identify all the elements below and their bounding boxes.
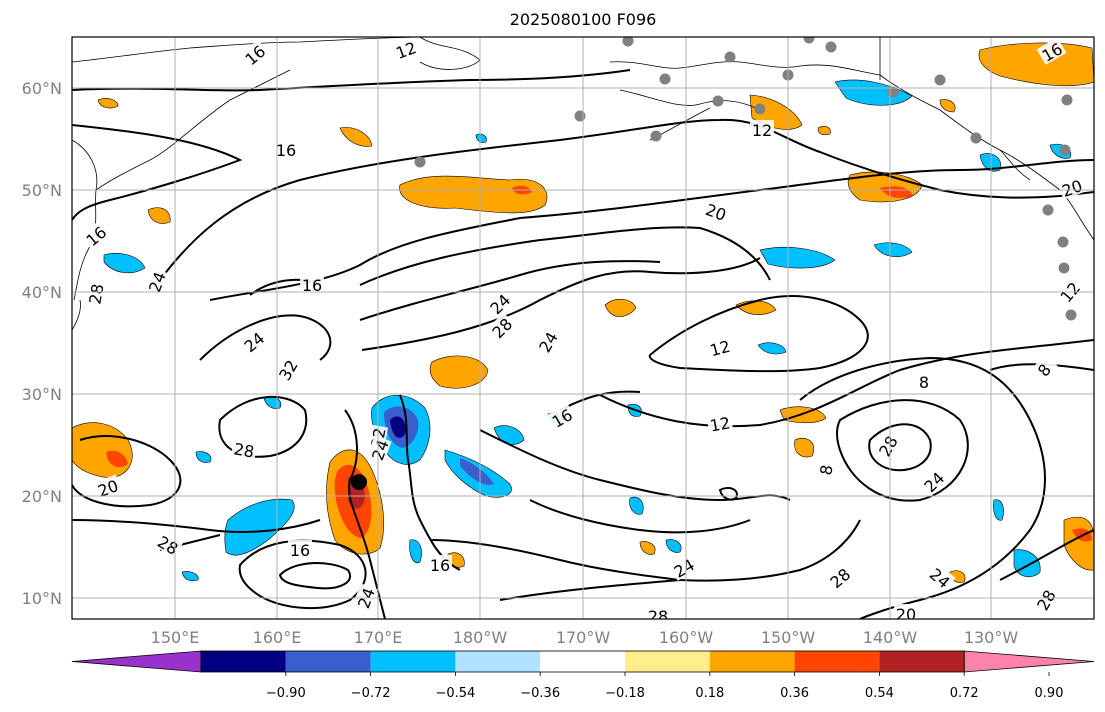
colorbar-segment [709,651,795,672]
lat-label: 30°N [22,385,62,404]
colorbar-tick-label: −0.18 [605,686,645,701]
station-marker [650,130,662,142]
station-marker [724,51,736,63]
colorbar-tick-label: −0.36 [520,686,560,701]
map-title: 2025080100 F096 [510,10,657,29]
contour-label: 28 [230,438,258,462]
colorbar: −0.90 −0.72 −0.54 −0.36 −0.18 0.18 0.36 0.54 0.7… [71,650,1095,701]
colorbar-segment [201,651,286,672]
contour-label: 20 [894,604,918,624]
colorbar-segment [455,651,541,672]
station-marker [1057,236,1069,248]
colorbar-segment [285,651,371,672]
station-marker [414,156,426,168]
svg-text:28: 28 [648,607,668,626]
contours [72,69,1094,619]
svg-text:28: 28 [85,282,107,305]
contour-label: 16 [300,275,324,295]
colorbar-tick-label: 0.36 [780,686,809,701]
lon-label: 160°W [659,628,714,647]
colorbar-segment [370,651,456,672]
storm-center-marker [351,474,367,490]
svg-text:12: 12 [708,337,733,361]
colorbar-segment [879,651,965,672]
contour-label: 16 [428,555,452,575]
svg-text:12: 12 [752,121,772,140]
colorbar-tick-label: −0.72 [351,686,391,701]
lon-label: 140°W [863,628,918,647]
station-marker [574,110,586,122]
svg-text:12: 12 [708,413,731,435]
contour-label: 12 [750,120,774,140]
lon-label: 180°W [453,628,508,647]
colorbar-segment [625,651,710,672]
contour-label: 28 [646,606,670,626]
station-marker [825,41,837,53]
contour-label: 20 [1057,174,1087,201]
colorbar-tick-label: 0.18 [695,686,724,701]
station-marker [934,74,946,86]
svg-text:28: 28 [232,439,255,461]
contour-label: 16 [288,540,312,560]
svg-text:8: 8 [919,373,929,392]
contour-label: 12 [706,412,734,436]
lon-label: 150°W [761,628,816,647]
station-marker [970,132,982,144]
colorbar-tick-label: −0.90 [266,686,306,701]
station-marker [1059,144,1071,156]
lon-label: 130°W [964,628,1019,647]
svg-text:16: 16 [276,141,296,160]
lon-label: 170°E [354,628,403,647]
svg-text:16: 16 [430,556,450,575]
colorbar-extend-high [963,650,1095,673]
lat-label: 10°N [22,589,62,608]
contour-label: 8 [814,456,837,484]
colorbar-extend-low [71,650,202,673]
svg-text:16: 16 [290,541,310,560]
lat-label: 20°N [22,487,62,506]
svg-text:20: 20 [896,605,916,624]
svg-text:16: 16 [302,276,322,295]
lat-label: 50°N [22,181,62,200]
lon-label: 170°W [556,628,611,647]
longitude-labels: 150°E 160°E 170°E 180°W 170°W 160°W 150°W 140°W… [151,628,1019,647]
contour-label: 20 [93,474,123,501]
contour-label: 12 [705,335,734,361]
station-marker [712,95,724,107]
station-marker [754,103,766,115]
lat-label: 60°N [22,79,62,98]
contour-label: 28 [84,280,108,308]
colorbar-tick-label: 0.90 [1035,686,1064,701]
svg-text:8: 8 [816,463,836,476]
contour-label: 8 [912,372,936,392]
map-frame [71,36,1095,620]
station-marker [1058,262,1070,274]
colorbar-tick-label: −0.54 [435,686,475,701]
latitude-labels: 60°N 50°N 40°N 30°N 20°N 10°N [22,79,62,608]
station-marker [659,73,671,85]
station-marker [1042,204,1054,216]
station-markers [414,37,1077,321]
positive-anomaly-fill [72,42,1094,583]
gridlines [72,37,1094,619]
station-marker [1061,94,1073,106]
colorbar-segment [540,651,625,672]
station-marker [1065,309,1077,321]
colorbar-tick-label: 0.54 [865,686,894,701]
lat-label: 40°N [22,283,62,302]
station-marker [622,37,634,47]
contour-label: 16 [274,140,298,160]
colorbar-segment [794,651,880,672]
lon-label: 160°E [253,628,302,647]
lon-label: 150°E [151,628,200,647]
station-marker [803,37,815,44]
colorbar-tick-label: 0.72 [950,686,979,701]
contour-label: 8 [1028,354,1058,385]
